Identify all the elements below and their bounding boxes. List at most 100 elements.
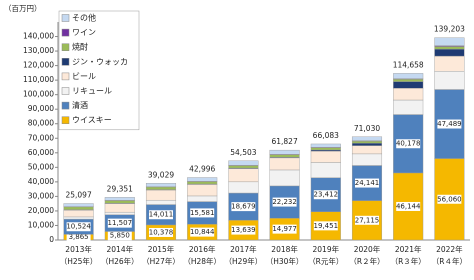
bar-segment bbox=[228, 181, 259, 194]
y-tick-label: 30,000 bbox=[28, 191, 54, 200]
segment-label: 19,451 bbox=[314, 222, 339, 230]
bar-segment bbox=[228, 168, 259, 183]
x-tick-label: 2015年 bbox=[148, 244, 175, 254]
x-tick-label: 2016年 bbox=[189, 244, 216, 254]
label-bg bbox=[107, 218, 132, 228]
total-label: 61,827 bbox=[271, 137, 297, 146]
bar-segment bbox=[187, 184, 218, 197]
y-tick-label: 120,000 bbox=[23, 61, 54, 70]
bar-segment bbox=[393, 79, 424, 82]
legend-label: ジン・ウォッカ bbox=[72, 57, 128, 66]
bar-segment bbox=[104, 203, 135, 213]
legend-swatch bbox=[61, 72, 70, 81]
x-tick-sublabel: （H29年） bbox=[225, 256, 263, 266]
legend-label: 清酒 bbox=[72, 100, 88, 110]
total-label: 42,996 bbox=[189, 165, 215, 174]
label-bg bbox=[396, 201, 421, 211]
x-tick-sublabel: （R４年） bbox=[432, 256, 467, 266]
bar-segment bbox=[145, 186, 177, 190]
legend-swatch bbox=[61, 58, 70, 66]
x-tick-label: 2014年 bbox=[107, 244, 134, 254]
segment-label: 46,144 bbox=[396, 202, 421, 210]
legend-swatch bbox=[61, 28, 70, 37]
x-tick-label: 2022年 bbox=[436, 244, 463, 254]
segment-label: 14,977 bbox=[272, 225, 297, 233]
legend-box bbox=[58, 10, 140, 131]
y-tick-label: 60,000 bbox=[28, 148, 54, 157]
y-tick-label: 10,000 bbox=[28, 220, 54, 229]
bar-segment bbox=[104, 211, 135, 215]
total-label: 54,503 bbox=[230, 148, 256, 157]
label-bg bbox=[396, 139, 421, 149]
label-bg bbox=[313, 221, 338, 231]
label-bg bbox=[355, 178, 379, 188]
y-tick-label: 90,000 bbox=[28, 104, 54, 113]
label-bg bbox=[149, 210, 173, 220]
legend-swatch bbox=[61, 14, 70, 22]
segment-label: 11,507 bbox=[108, 219, 133, 227]
bar-segment bbox=[351, 140, 383, 144]
bar-segment bbox=[434, 70, 465, 90]
bar-segment bbox=[310, 150, 341, 163]
label-bg bbox=[190, 208, 215, 218]
y-tick-label: 130,000 bbox=[23, 46, 54, 55]
segment-label: 3,865 bbox=[69, 233, 89, 241]
label-bg bbox=[272, 197, 297, 207]
bar-segment bbox=[393, 81, 424, 89]
x-tick-sublabel: （R２年） bbox=[349, 256, 384, 266]
legend-swatch bbox=[61, 43, 70, 51]
legend-swatch bbox=[61, 116, 70, 124]
label-bg bbox=[107, 231, 132, 241]
bar-segment bbox=[351, 142, 383, 146]
x-tick-sublabel: （H30年） bbox=[266, 256, 304, 266]
x-tick-label: 2018年 bbox=[271, 244, 298, 254]
segment-label: 23,412 bbox=[314, 191, 339, 199]
segment-label: 10,378 bbox=[149, 228, 174, 236]
legend-label: 焼酎 bbox=[72, 42, 88, 52]
unit-label: （百万円） bbox=[4, 4, 42, 13]
bar-segment bbox=[393, 99, 424, 115]
label-bg bbox=[355, 215, 379, 225]
legend-swatch bbox=[61, 101, 70, 110]
bar-segment bbox=[104, 197, 135, 201]
legend-label: ワイン bbox=[72, 28, 96, 37]
segment-label: 15,581 bbox=[190, 209, 215, 217]
bar-segment bbox=[145, 199, 177, 205]
x-tick-label: 2019年 bbox=[313, 244, 340, 254]
label-bg bbox=[231, 202, 256, 212]
bar-segment bbox=[310, 147, 341, 151]
bar-segment bbox=[434, 55, 465, 72]
x-tick-sublabel: （R３年） bbox=[391, 256, 426, 266]
segment-label: 13,639 bbox=[231, 226, 256, 234]
label-bg bbox=[149, 227, 173, 237]
total-label: 66,083 bbox=[313, 131, 339, 140]
segment-label: 47,489 bbox=[437, 120, 462, 128]
bar-segment bbox=[145, 183, 177, 187]
segment-label: 14,011 bbox=[149, 211, 174, 219]
label-bg bbox=[66, 222, 91, 232]
x-tick-sublabel: （H26年） bbox=[101, 256, 139, 266]
bar-segment bbox=[187, 195, 218, 202]
bar-segment bbox=[269, 169, 300, 187]
bar-segment bbox=[145, 189, 177, 201]
segment-label: 24,141 bbox=[355, 179, 380, 187]
bar-segment bbox=[310, 162, 341, 178]
total-label: 139,203 bbox=[434, 25, 465, 34]
bar-segment bbox=[187, 177, 218, 182]
segment-label: 5,850 bbox=[110, 232, 130, 240]
segment-label: 56,060 bbox=[437, 195, 462, 203]
bar-segment bbox=[434, 37, 465, 46]
y-tick-label: 0 bbox=[49, 235, 54, 244]
bar-segment bbox=[63, 206, 94, 210]
bar-segment bbox=[228, 165, 259, 169]
y-tick-label: 140,000 bbox=[23, 32, 54, 41]
label-bg bbox=[437, 194, 462, 204]
y-tick-label: 80,000 bbox=[28, 119, 54, 128]
legend-label: その他 bbox=[72, 13, 96, 23]
bar-segment bbox=[393, 73, 424, 79]
y-tick-label: 70,000 bbox=[28, 133, 54, 142]
bar-segment bbox=[269, 157, 300, 171]
legend-label: ビール bbox=[72, 72, 96, 81]
x-tick-label: 2021年 bbox=[395, 244, 422, 254]
